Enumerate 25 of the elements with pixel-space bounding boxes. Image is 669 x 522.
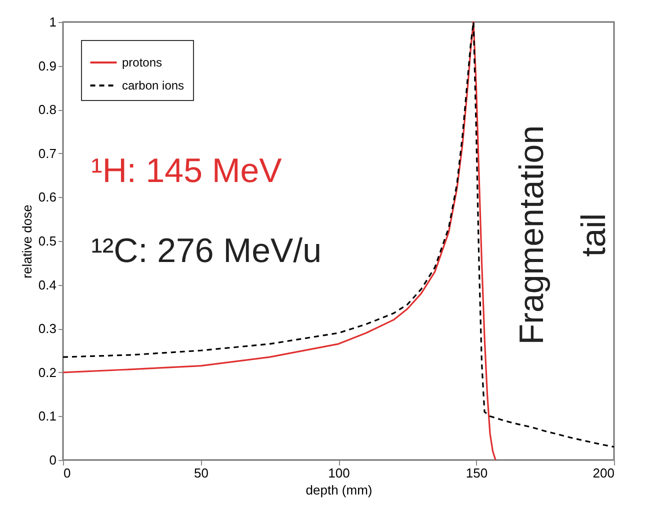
y-tick-label: 0.3 — [38, 321, 56, 336]
y-tick-label: 0.4 — [38, 277, 56, 292]
y-tick-label: 0.5 — [38, 234, 56, 248]
y-tick-label: 0.8 — [38, 102, 56, 118]
annotation: ¹H: 145 MeV — [91, 152, 282, 190]
y-tick-label: 0 — [49, 452, 56, 468]
x-tick-label: 50 — [194, 466, 208, 480]
y-tick-label: 0.6 — [38, 190, 56, 205]
x-tick-label: 100 — [328, 466, 350, 480]
y-tick-label: 0.2 — [38, 364, 56, 380]
x-tick-label: 200 — [592, 466, 614, 480]
line-series — [62, 21, 615, 448]
legend-label: carbon ions — [122, 78, 184, 92]
y-tick-label: 1 — [49, 14, 56, 30]
x-tick-label: 150 — [466, 466, 488, 480]
annotation: ¹²C: 276 MeV/u — [91, 232, 322, 270]
line-series — [62, 21, 496, 461]
x-axis-title: depth (mm) — [306, 482, 372, 498]
annotation: Fragmentation tail — [513, 125, 613, 345]
y-tick-label: 0.1 — [38, 408, 56, 424]
y-axis-title: relative dose — [19, 204, 34, 278]
y-tick-label: 0.9 — [38, 58, 56, 74]
legend-label: protons — [122, 56, 162, 70]
y-tick-label: 0.7 — [38, 146, 56, 161]
x-tick-label: 0 — [64, 466, 71, 480]
